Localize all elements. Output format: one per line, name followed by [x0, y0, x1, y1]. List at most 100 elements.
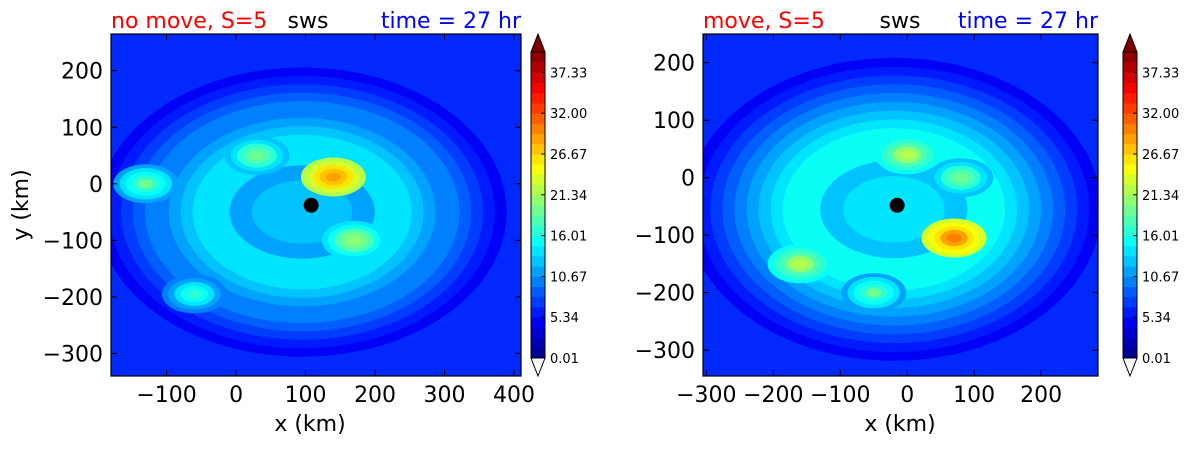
colorbar-tick-label: 5.34	[1142, 311, 1171, 326]
x-tick-label: 200	[354, 383, 396, 408]
panel-right-xaxis: −300 −200 −100 0 100 200	[676, 34, 1062, 408]
colorbar-band	[531, 317, 545, 328]
colorbar-band	[531, 62, 545, 73]
colorbar-band	[531, 82, 545, 94]
contour-band	[899, 150, 915, 160]
contour-band	[186, 289, 202, 299]
colorbar-band	[531, 194, 545, 206]
contour-band	[249, 151, 265, 161]
y-tick-label: −200	[43, 286, 103, 311]
colorbar-band	[531, 286, 545, 298]
colorbar-tick-label: 10.67	[1142, 270, 1179, 285]
colorbar-band	[531, 266, 545, 277]
panel-left-title-center: sws	[288, 9, 329, 34]
x-tick-label: −100	[810, 383, 870, 408]
colorbar-band	[1123, 286, 1137, 298]
colorbar-band	[1123, 215, 1137, 226]
x-tick-label: 100	[953, 383, 995, 408]
colorbar-band	[1123, 235, 1137, 247]
colorbar-tick-label: 16.01	[1142, 230, 1179, 245]
panel-right-title-right: time = 27 hr	[958, 9, 1099, 34]
colorbar-band	[531, 245, 545, 257]
colorbar-band	[1123, 133, 1137, 145]
colorbar-band	[1123, 337, 1137, 349]
colorbar-band	[531, 164, 545, 175]
colorbar-tick-label: 26.67	[1142, 148, 1179, 163]
x-tick-label: 400	[493, 383, 535, 408]
colorbar-tick-label: 21.34	[1142, 189, 1179, 204]
contour-band	[138, 179, 154, 189]
colorbar-band	[1123, 123, 1137, 134]
colorbar-band	[531, 133, 545, 145]
colorbar-tick-label: 5.34	[550, 311, 579, 326]
contour-band	[866, 288, 882, 298]
panel-right-title-center: sws	[880, 9, 921, 34]
panel-left-field	[111, 34, 521, 376]
panel-right-axes-frame	[702, 33, 1099, 377]
x-tick-label: 200	[1020, 383, 1062, 408]
colorbar-tick-label: 37.33	[550, 66, 587, 81]
y-tick-label: 200	[61, 60, 103, 85]
colorbar-band	[531, 276, 545, 287]
colorbar-frame	[1122, 51, 1138, 359]
panel-right-yaxis: 200 100 0 −100 −200 −300	[635, 52, 1098, 364]
contour-band	[346, 235, 362, 245]
colorbar-band	[1123, 327, 1137, 338]
panel-left: no move, S=5 sws time = 27 hr −100 0 100 20…	[9, 9, 587, 437]
colorbar-band	[1123, 174, 1137, 185]
panel-left-ylabel: y (km)	[9, 169, 34, 240]
colorbar-tick-label: 37.33	[1142, 66, 1179, 81]
colorbar-band	[531, 327, 545, 338]
colorbar-extend-max	[530, 32, 546, 53]
colorbar-extend-max	[1122, 32, 1138, 53]
colorbar-extend-min	[1122, 357, 1138, 378]
colorbar-band	[1123, 62, 1137, 73]
colorbar-tick-label: 0.01	[550, 352, 579, 367]
colorbar-band	[1123, 164, 1137, 175]
colorbar-band	[1123, 296, 1137, 308]
panel-right-center-marker	[889, 197, 905, 213]
panel-left-title-right: time = 27 hr	[381, 9, 522, 34]
colorbar-band	[531, 235, 545, 247]
colorbar-band	[531, 174, 545, 185]
x-tick-label: −300	[676, 383, 736, 408]
panel-left-center-marker	[303, 197, 319, 213]
colorbar-band	[1123, 205, 1137, 216]
panel-right-xlabel: x (km)	[864, 412, 935, 437]
colorbar-band	[1123, 347, 1137, 359]
colorbar-band	[1123, 52, 1137, 63]
y-tick-label: −100	[43, 229, 103, 254]
x-tick-label: −200	[743, 383, 803, 408]
y-tick-label: −300	[635, 339, 695, 364]
contour-band	[251, 180, 353, 244]
colorbar-band	[531, 113, 545, 124]
colorbar-tick-label: 32.00	[1142, 107, 1179, 122]
x-tick-label: 0	[229, 383, 243, 408]
colorbar-band	[1123, 143, 1137, 155]
y-tick-label: 0	[681, 167, 695, 192]
colorbar-band	[1123, 92, 1137, 104]
colorbar-tick-label: 32.00	[550, 107, 587, 122]
y-tick-label: 200	[653, 52, 695, 77]
contour-band	[953, 173, 969, 183]
panel-left-xaxis: −100 0 100 200 300 400	[136, 34, 535, 408]
colorbar-tick-label: 21.34	[550, 189, 587, 204]
colorbar-tick-label: 26.67	[550, 148, 587, 163]
colorbar-band	[531, 103, 545, 114]
colorbar-band	[1123, 307, 1137, 318]
colorbar-band	[531, 205, 545, 216]
colorbar-band	[531, 184, 545, 196]
colorbar-band	[1123, 276, 1137, 287]
colorbar-tick-label: 0.01	[1142, 352, 1171, 367]
x-tick-label: 100	[285, 383, 327, 408]
colorbar-band	[531, 215, 545, 226]
panel-left-yaxis: 200 100 0 −100 −200 −300	[43, 60, 521, 367]
y-tick-label: −100	[635, 224, 695, 249]
contour-band	[792, 259, 808, 269]
colorbar-band	[1123, 266, 1137, 277]
colorbar-band	[531, 296, 545, 308]
y-tick-label: −200	[635, 282, 695, 307]
colorbar-band	[1123, 154, 1137, 165]
colorbar-band	[1123, 82, 1137, 94]
